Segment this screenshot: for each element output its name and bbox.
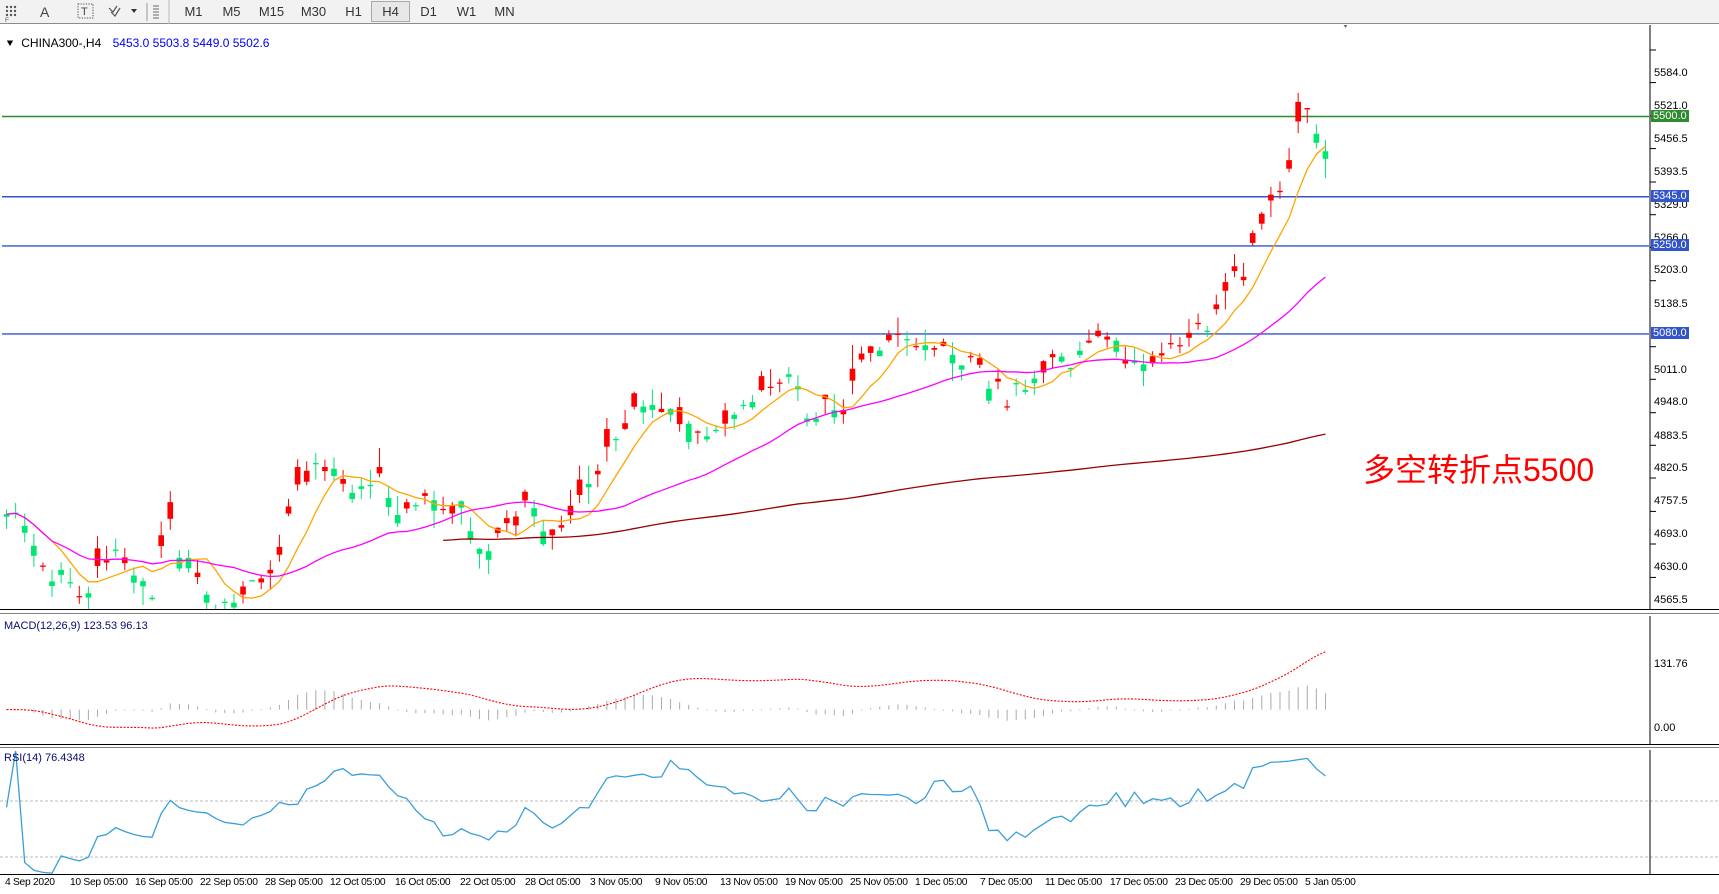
svg-text:T: T [81,6,88,18]
svg-text:A: A [40,4,50,20]
svg-text:F: F [5,17,9,24]
